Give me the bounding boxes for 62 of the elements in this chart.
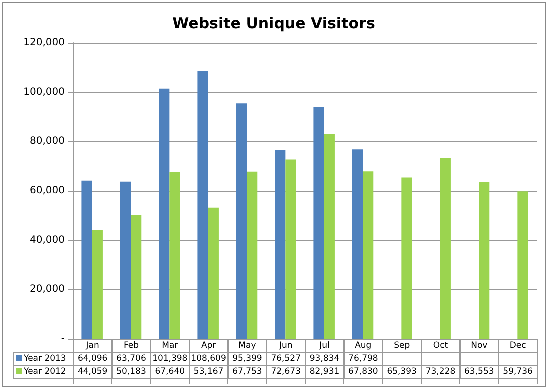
data-label: 95,399 <box>228 352 267 366</box>
bar <box>275 150 286 339</box>
bar <box>314 108 324 339</box>
bar <box>352 150 363 339</box>
data-label: 44,059 <box>74 366 112 378</box>
bar <box>82 180 92 339</box>
data-label: 82,931 <box>305 366 344 378</box>
bar <box>286 160 296 339</box>
x-tick-label: Apr <box>189 340 228 352</box>
x-tick-label: Aug <box>344 340 383 352</box>
bar <box>324 134 335 339</box>
data-label: 50,183 <box>112 366 151 378</box>
bar <box>92 230 103 339</box>
bar <box>247 172 258 339</box>
x-tick-label: Jul <box>305 340 344 352</box>
bar <box>236 104 247 339</box>
x-tick-label: Sep <box>382 340 422 352</box>
data-label: 108,609 <box>189 352 228 366</box>
data-label: 67,640 <box>150 366 190 378</box>
x-tick-label: Mar <box>150 340 190 352</box>
y-tick-label: 20,000 <box>30 284 65 296</box>
x-tick-label: Jan <box>74 340 112 352</box>
bar <box>479 182 490 339</box>
data-label: 67,753 <box>228 366 267 378</box>
y-tick-label: 80,000 <box>30 136 65 148</box>
x-tick-label: Oct <box>421 340 460 352</box>
data-label: 76,798 <box>344 352 383 366</box>
bar <box>198 71 208 339</box>
data-label: 65,393 <box>382 366 422 378</box>
bar <box>402 178 412 339</box>
x-tick-label: Jun <box>266 340 306 352</box>
legend-label: Year 2012 <box>14 366 74 378</box>
data-label: 64,096 <box>74 352 112 366</box>
data-label: 63,706 <box>112 352 151 366</box>
data-label: 76,527 <box>266 352 306 366</box>
data-label: 59,736 <box>498 366 538 378</box>
data-label: 53,167 <box>189 366 228 378</box>
x-tick-label: Nov <box>460 340 499 352</box>
data-label: 67,830 <box>344 366 383 378</box>
y-tick-label: 120,000 <box>24 38 65 48</box>
legend-label: Year 2013 <box>14 352 74 366</box>
data-label: 101,398 <box>150 352 190 366</box>
bar <box>131 215 142 339</box>
x-tick-label: Feb <box>112 340 151 352</box>
bar <box>440 158 451 339</box>
data-label: 93,834 <box>305 352 344 366</box>
y-tick-label: 40,000 <box>30 234 65 246</box>
data-label: 72,673 <box>266 366 306 378</box>
x-tick-label: May <box>228 340 267 352</box>
y-tick-label: 60,000 <box>30 186 65 196</box>
chart-title: Website Unique Visitors <box>172 14 376 32</box>
bar <box>170 172 180 339</box>
bar <box>363 172 374 339</box>
data-label: 73,228 <box>421 366 460 378</box>
bar <box>120 182 131 339</box>
bar <box>208 208 219 339</box>
data-label: 63,553 <box>460 366 499 378</box>
bar <box>159 88 170 339</box>
y-tick-label: - <box>61 334 66 344</box>
bar <box>518 192 528 339</box>
x-tick-label: Dec <box>498 340 538 352</box>
y-tick-label: 100,000 <box>24 86 65 98</box>
